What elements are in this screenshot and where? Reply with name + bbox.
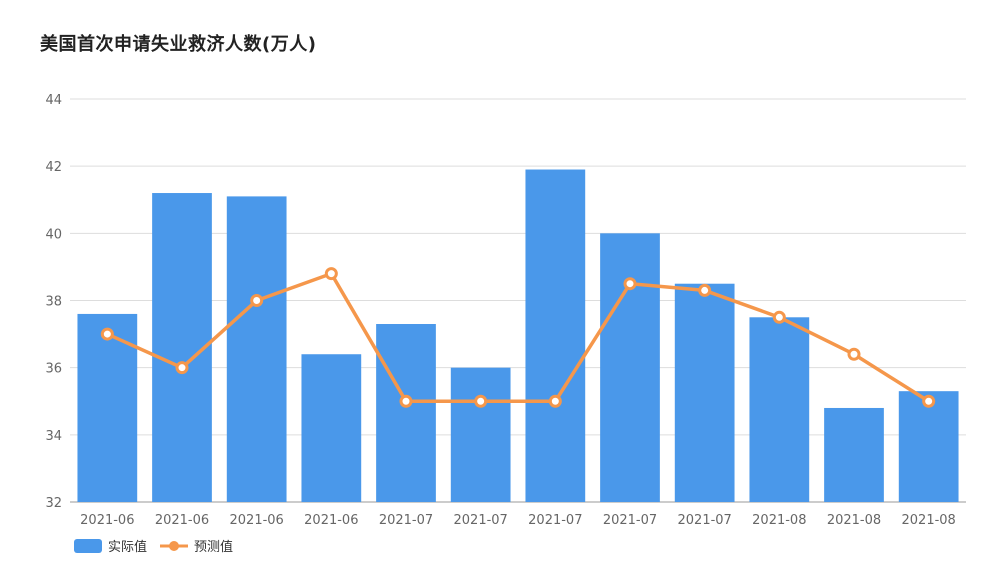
bar: [77, 313, 138, 502]
forecast-point: [922, 394, 936, 408]
bar: [226, 196, 287, 502]
x-tick-label: 2021-08: [827, 513, 881, 528]
bar: [898, 391, 959, 502]
legend-label-forecast: 预测值: [194, 539, 233, 555]
bar: [749, 317, 810, 502]
x-tick-label: 2021-07: [603, 513, 657, 528]
y-tick-label: 36: [45, 362, 62, 377]
x-tick-label: 2021-06: [304, 513, 358, 528]
forecast-line: [106, 271, 930, 403]
bar: [600, 233, 660, 503]
y-tick-label: 32: [45, 496, 62, 511]
bar: [824, 407, 884, 502]
x-tick-label: 2021-06: [80, 513, 134, 528]
legend-swatch-forecast-dot: [169, 541, 179, 551]
forecast-point: [698, 283, 712, 297]
chart-title: 美国首次申请失业救济人数(万人): [40, 34, 317, 55]
forecast-point: [175, 361, 189, 375]
legend: 实际值 预测值: [74, 539, 233, 555]
x-tick-label: 2021-06: [155, 513, 209, 528]
x-tick-label: 2021-08: [902, 513, 956, 528]
x-tick-label: 2021-07: [678, 513, 732, 528]
forecast-point: [772, 310, 786, 324]
y-tick-label: 40: [45, 227, 62, 242]
bar-series: [77, 169, 959, 503]
x-axis-ticks: 2021-06 2021-06 2021-06 2021-06 2021-07 2021-…: [80, 513, 956, 528]
y-tick-label: 44: [45, 93, 62, 108]
x-tick-label: 2021-07: [528, 513, 582, 528]
x-tick-label: 2021-08: [752, 513, 806, 528]
forecast-point: [474, 394, 488, 408]
bar: [674, 283, 735, 502]
forecast-point: [847, 347, 861, 361]
line-series: [100, 267, 936, 408]
forecast-point: [623, 277, 637, 291]
legend-swatch-actual: [74, 539, 102, 553]
forecast-point: [100, 327, 114, 341]
y-axis-ticks: 32 34 36 38 40 42 44: [45, 93, 62, 511]
y-tick-label: 34: [45, 429, 62, 444]
y-tick-label: 38: [45, 295, 62, 310]
forecast-point: [250, 294, 264, 307]
forecast-point: [548, 394, 562, 408]
grid-lines: [70, 98, 966, 503]
y-tick-label: 42: [45, 160, 62, 175]
x-tick-label: 2021-06: [230, 513, 284, 528]
bar: [376, 324, 436, 502]
forecast-point: [399, 394, 413, 408]
bar: [301, 354, 362, 502]
x-tick-label: 2021-07: [379, 513, 433, 528]
legend-label-actual: 实际值: [108, 539, 147, 555]
x-tick-label: 2021-07: [454, 513, 508, 528]
bar: [525, 169, 586, 502]
forecast-point: [324, 267, 338, 281]
bar: [450, 367, 511, 502]
